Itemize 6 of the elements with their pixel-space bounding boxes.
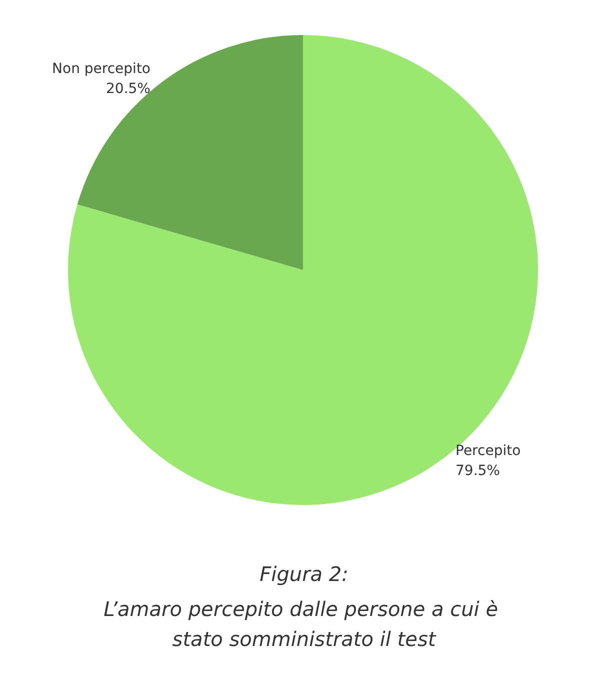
text: Figura 2:	[260, 562, 348, 586]
slice-label: Non percepito	[52, 60, 150, 77]
text: L’amaro percepito dalle persone a cui è stato somministrato il test	[104, 597, 504, 651]
slice-label: Percepito	[456, 443, 521, 460]
data-label: 20.5%	[106, 80, 150, 97]
data-label: 79.5%	[456, 463, 500, 480]
